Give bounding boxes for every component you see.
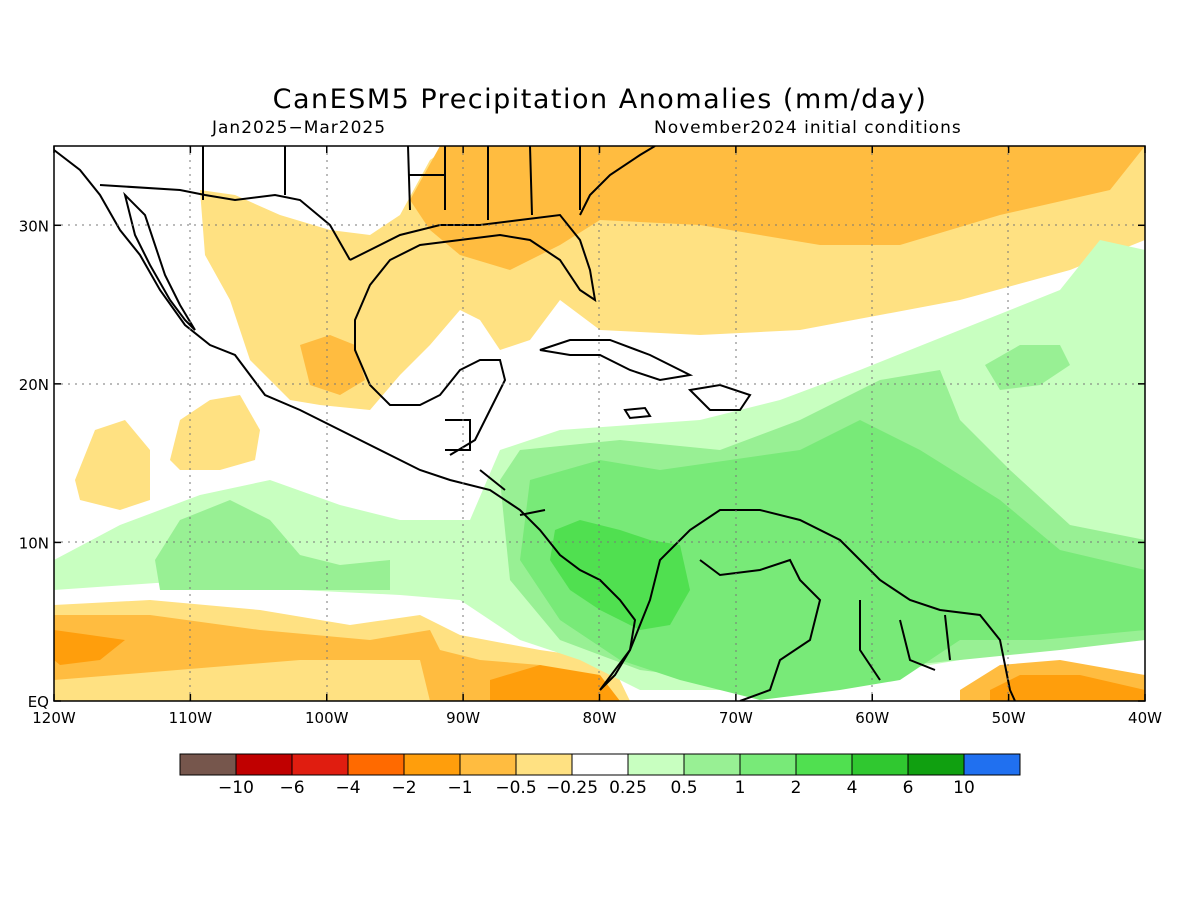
- map-title: CanESM5 Precipitation Anomalies (mm/day): [272, 84, 928, 115]
- colorbar-swatch: [291, 753, 349, 776]
- colorbar-label: −0.25: [546, 778, 598, 798]
- dry-region-pacific-north: [75, 420, 150, 510]
- us-mexico-border: [99, 184, 351, 261]
- colorbar-swatch: [515, 753, 573, 776]
- colorbar-swatch: [683, 753, 741, 776]
- gulf-coast: [349, 213, 597, 456]
- valid-period: Jan2025−Mar2025: [212, 118, 387, 138]
- lon-tick-label: 70W: [719, 709, 753, 727]
- dry-region-equatorial-pacific-max: [54, 630, 125, 665]
- venezuela-border: [699, 558, 822, 701]
- lat-tick-label: EQ: [28, 693, 49, 711]
- colorbar-label: −4: [335, 778, 360, 798]
- dry-region-southeast-us: [410, 146, 1145, 270]
- colorbar-label: −6: [279, 778, 304, 798]
- south-america-coast: [599, 509, 1016, 701]
- colorbar-label: 2: [791, 778, 802, 798]
- us-state-lines: [202, 146, 581, 220]
- colorbar-swatch: [907, 753, 965, 776]
- colorbar-label: 6: [903, 778, 914, 798]
- dry-region-brazil-coast-core: [990, 675, 1145, 701]
- dry-region-pacific-north2: [170, 395, 260, 470]
- colorbar-swatch: [235, 753, 293, 776]
- wet-region-pacific-itcz: [155, 500, 390, 590]
- colorbar-label: −0.5: [495, 778, 536, 798]
- lon-tick-label: 40W: [1128, 709, 1162, 727]
- mexico-us-pacific-coast: [54, 149, 637, 691]
- colorbar-swatch: [963, 753, 1021, 776]
- colorbar: −10 −6 −4 −2 −1 −0.5 −0.25 0.25 0.5 1 2 4 6 10: [179, 753, 1021, 798]
- lon-tick-label: 50W: [992, 709, 1026, 727]
- wet-region-atlantic-patch: [985, 345, 1070, 390]
- dry-region-equatorial-pacific-core: [54, 615, 610, 701]
- lon-tick-label: 110W: [169, 709, 213, 727]
- colorbar-label: −2: [391, 778, 416, 798]
- colorbar-swatch: [795, 753, 853, 776]
- colorbar-label: −1: [447, 778, 472, 798]
- lon-tick-label: 120W: [32, 709, 76, 727]
- central-america-borders: [445, 419, 546, 516]
- colorbar-swatch: [851, 753, 909, 776]
- initial-conditions: November2024 initial conditions: [654, 118, 962, 138]
- colorbar-label: 0.5: [670, 778, 697, 798]
- colorbar-label: −10: [218, 778, 254, 798]
- colorbar-label: 0.25: [609, 778, 647, 798]
- colorbar-swatch: [403, 753, 461, 776]
- colorbar-swatch: [347, 753, 405, 776]
- colorbar-swatch: [627, 753, 685, 776]
- lat-tick-label: 10N: [19, 534, 49, 552]
- cuba: [539, 339, 694, 382]
- wet-region-central-america-core: [550, 520, 690, 630]
- colorbar-label: 1: [735, 778, 746, 798]
- jamaica: [623, 406, 652, 420]
- dry-region-west-mexico: [300, 335, 365, 395]
- lat-tick-label: 30N: [19, 217, 49, 235]
- colorbar-swatch: [571, 753, 629, 776]
- colorbar-swatch: [739, 753, 797, 776]
- latitude-axis: EQ 10N 20N 30N: [19, 217, 1145, 711]
- lon-tick-label: 90W: [446, 709, 480, 727]
- colorbar-swatch: [179, 753, 237, 776]
- lon-tick-label: 80W: [583, 709, 617, 727]
- colorbar-label: 4: [847, 778, 858, 798]
- lon-tick-label: 60W: [855, 709, 889, 727]
- gridlines: [54, 146, 1145, 701]
- guianas-borders: [859, 600, 951, 681]
- baja-california: [123, 191, 196, 331]
- lat-tick-label: 20N: [19, 376, 49, 394]
- wet-region-south-america: [520, 420, 1145, 700]
- us-atlantic-coast: [579, 146, 656, 216]
- coastlines: [54, 146, 1016, 701]
- longitude-axis: 120W 110W 100W 90W 80W 70W 60W 50W 40W: [32, 146, 1162, 727]
- colorbar-label: 10: [953, 778, 975, 798]
- anomaly-fields: [54, 146, 1145, 701]
- lon-tick-label: 100W: [305, 709, 349, 727]
- hispaniola: [687, 383, 752, 411]
- colorbar-swatch: [459, 753, 517, 776]
- dry-region-panama-offshore: [490, 665, 620, 701]
